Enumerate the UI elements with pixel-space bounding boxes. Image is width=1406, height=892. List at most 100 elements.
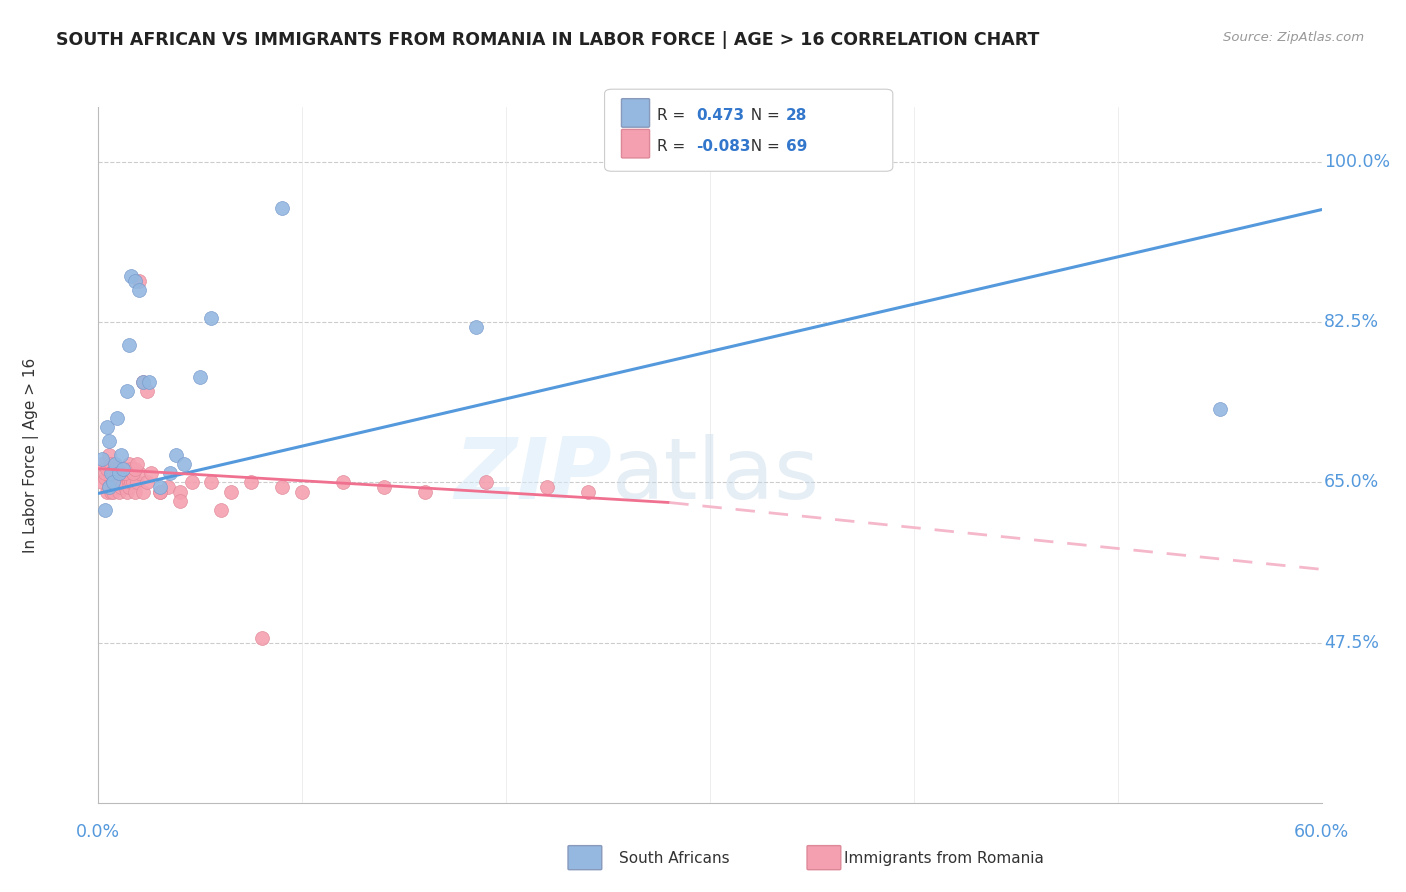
- Point: [93, 467, 115, 481]
- Point: [111, 475, 134, 490]
- Point: [173, 457, 195, 471]
- Point: [122, 467, 145, 481]
- Point: [332, 475, 354, 490]
- Point: [122, 475, 145, 490]
- Point: [104, 457, 127, 471]
- Point: [159, 467, 181, 481]
- Point: [181, 475, 204, 490]
- Point: [108, 484, 131, 499]
- Point: [120, 475, 142, 490]
- Text: 82.5%: 82.5%: [1324, 313, 1379, 331]
- Point: [111, 461, 134, 475]
- Point: [188, 370, 212, 384]
- Point: [132, 375, 155, 389]
- Point: [141, 467, 163, 481]
- Point: [105, 411, 128, 425]
- Point: [219, 484, 242, 499]
- Point: [104, 461, 127, 475]
- Point: [101, 467, 124, 481]
- Text: SOUTH AFRICAN VS IMMIGRANTS FROM ROMANIA IN LABOR FORCE | AGE > 16 CORRELATION C: SOUTH AFRICAN VS IMMIGRANTS FROM ROMANIA…: [56, 31, 1039, 49]
- Text: 69: 69: [786, 139, 807, 153]
- Point: [111, 461, 134, 475]
- Point: [127, 475, 149, 490]
- Point: [124, 274, 146, 288]
- Point: [118, 475, 141, 490]
- Point: [93, 471, 115, 485]
- Point: [97, 448, 120, 462]
- Point: [104, 467, 127, 481]
- Point: [97, 480, 120, 494]
- Point: [209, 503, 232, 517]
- Point: [128, 467, 150, 481]
- Point: [101, 475, 124, 490]
- Point: [108, 467, 131, 481]
- Text: 65.0%: 65.0%: [1324, 474, 1379, 491]
- Text: atlas: atlas: [612, 434, 820, 517]
- Text: 0.0%: 0.0%: [76, 823, 121, 841]
- Text: ZIP: ZIP: [454, 434, 612, 517]
- Point: [100, 457, 122, 471]
- Point: [97, 434, 120, 449]
- Point: [114, 467, 136, 481]
- Point: [127, 457, 149, 471]
- Text: 100.0%: 100.0%: [1324, 153, 1391, 171]
- Point: [464, 319, 486, 334]
- Point: [115, 461, 138, 475]
- Text: 60.0%: 60.0%: [1294, 823, 1350, 841]
- Text: 28: 28: [786, 108, 807, 123]
- Text: N =: N =: [741, 139, 785, 153]
- Point: [149, 484, 172, 499]
- Point: [91, 452, 114, 467]
- Point: [108, 461, 131, 475]
- Point: [413, 484, 436, 499]
- Point: [93, 503, 115, 517]
- Text: In Labor Force | Age > 16: In Labor Force | Age > 16: [22, 358, 39, 552]
- Point: [118, 480, 141, 494]
- Point: [100, 471, 122, 485]
- Point: [115, 484, 138, 499]
- Point: [97, 480, 120, 494]
- Point: [270, 201, 294, 215]
- Point: [169, 484, 191, 499]
- Point: [118, 457, 141, 471]
- Point: [270, 480, 294, 494]
- Point: [101, 475, 124, 490]
- Point: [128, 283, 150, 297]
- Point: [120, 461, 142, 475]
- Point: [105, 480, 128, 494]
- Point: [132, 484, 155, 499]
- Point: [474, 475, 498, 490]
- Point: [124, 461, 146, 475]
- Point: [96, 461, 118, 475]
- Point: [149, 480, 172, 494]
- Text: -0.083: -0.083: [696, 139, 751, 153]
- Text: N =: N =: [741, 108, 785, 123]
- Text: R =: R =: [657, 139, 690, 153]
- Point: [128, 274, 150, 288]
- Point: [96, 420, 118, 434]
- Point: [1209, 402, 1232, 417]
- Point: [200, 475, 222, 490]
- Point: [100, 467, 122, 481]
- Point: [536, 480, 558, 494]
- Point: [138, 375, 160, 389]
- Point: [250, 631, 273, 645]
- Point: [120, 269, 142, 284]
- Text: Source: ZipAtlas.com: Source: ZipAtlas.com: [1223, 31, 1364, 45]
- Point: [96, 484, 118, 499]
- Point: [108, 467, 131, 481]
- Point: [576, 484, 599, 499]
- Point: [110, 448, 132, 462]
- Point: [110, 467, 132, 481]
- Text: Immigrants from Romania: Immigrants from Romania: [844, 851, 1043, 865]
- Point: [97, 467, 120, 481]
- Point: [105, 475, 128, 490]
- Point: [91, 475, 114, 490]
- Point: [104, 475, 127, 490]
- Point: [169, 493, 191, 508]
- Point: [91, 457, 114, 471]
- Point: [115, 384, 138, 398]
- Point: [124, 484, 146, 499]
- Point: [100, 484, 122, 499]
- Point: [114, 480, 136, 494]
